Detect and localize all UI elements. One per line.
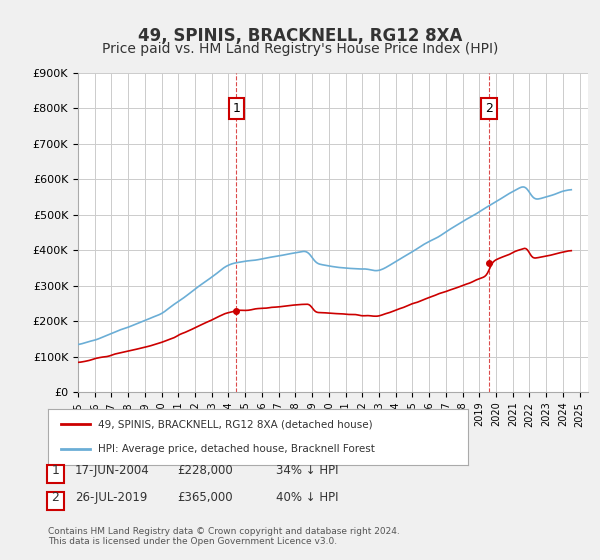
Text: 2: 2 bbox=[485, 102, 493, 115]
Text: 1: 1 bbox=[51, 464, 59, 477]
Text: Contains HM Land Registry data © Crown copyright and database right 2024.
This d: Contains HM Land Registry data © Crown c… bbox=[48, 526, 400, 546]
Text: 49, SPINIS, BRACKNELL, RG12 8XA (detached house): 49, SPINIS, BRACKNELL, RG12 8XA (detache… bbox=[98, 419, 373, 430]
Text: Price paid vs. HM Land Registry's House Price Index (HPI): Price paid vs. HM Land Registry's House … bbox=[102, 43, 498, 57]
Text: 26-JUL-2019: 26-JUL-2019 bbox=[75, 491, 148, 504]
Text: 34% ↓ HPI: 34% ↓ HPI bbox=[276, 464, 338, 477]
Text: 40% ↓ HPI: 40% ↓ HPI bbox=[276, 491, 338, 504]
Text: 1: 1 bbox=[232, 102, 240, 115]
Text: 17-JUN-2004: 17-JUN-2004 bbox=[75, 464, 150, 477]
Text: 49, SPINIS, BRACKNELL, RG12 8XA: 49, SPINIS, BRACKNELL, RG12 8XA bbox=[138, 27, 462, 45]
Text: £228,000: £228,000 bbox=[177, 464, 233, 477]
Text: £365,000: £365,000 bbox=[177, 491, 233, 504]
Text: HPI: Average price, detached house, Bracknell Forest: HPI: Average price, detached house, Brac… bbox=[98, 444, 375, 454]
Text: 2: 2 bbox=[51, 491, 59, 504]
